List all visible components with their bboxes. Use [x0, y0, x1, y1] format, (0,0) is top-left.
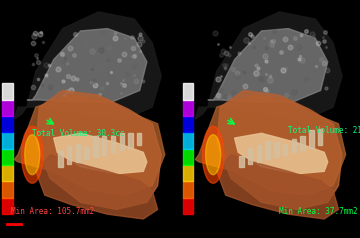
Bar	[183, 149, 193, 165]
Polygon shape	[14, 12, 161, 119]
Bar	[2, 198, 13, 214]
Bar	[274, 142, 279, 157]
Bar	[102, 136, 107, 155]
Bar	[85, 147, 89, 159]
Bar	[58, 151, 63, 167]
Bar	[2, 181, 13, 198]
Bar	[2, 165, 13, 181]
Polygon shape	[217, 90, 342, 209]
Polygon shape	[235, 133, 328, 174]
Bar	[111, 136, 115, 152]
Text: Total Volume: 21.1cc: Total Volume: 21.1cc	[288, 126, 360, 135]
Polygon shape	[36, 90, 161, 209]
Polygon shape	[22, 126, 43, 183]
Polygon shape	[202, 126, 224, 183]
Polygon shape	[54, 133, 147, 174]
Polygon shape	[217, 155, 338, 219]
Bar	[300, 136, 305, 150]
Bar	[2, 149, 13, 165]
Polygon shape	[25, 135, 40, 175]
Bar	[183, 116, 193, 132]
Bar	[265, 141, 270, 159]
Text: Total Volume: 30.3cc: Total Volume: 30.3cc	[32, 129, 125, 138]
Bar	[93, 136, 98, 157]
Bar	[67, 146, 71, 164]
Bar	[257, 145, 261, 162]
Text: Min Area: 105.7mm2: Min Area: 105.7mm2	[11, 207, 94, 216]
Bar	[239, 156, 244, 167]
Bar	[2, 100, 13, 116]
Polygon shape	[195, 12, 342, 119]
Bar	[2, 116, 13, 132]
Bar	[248, 148, 252, 164]
Bar	[137, 133, 141, 145]
Bar	[183, 198, 193, 214]
Bar	[183, 83, 193, 100]
Text: Min Area: 37.7mm2: Min Area: 37.7mm2	[279, 207, 358, 216]
Bar	[76, 144, 80, 162]
Bar	[318, 129, 323, 145]
Polygon shape	[208, 29, 328, 102]
Bar	[2, 132, 13, 149]
Bar	[283, 144, 287, 155]
Bar	[292, 139, 296, 152]
Bar	[309, 130, 314, 148]
Bar	[183, 132, 193, 149]
Polygon shape	[14, 95, 165, 195]
Polygon shape	[206, 135, 221, 175]
Bar	[120, 133, 124, 150]
Bar	[183, 165, 193, 181]
Bar	[128, 133, 133, 148]
Bar	[183, 181, 193, 198]
Bar	[183, 100, 193, 116]
Polygon shape	[36, 155, 158, 219]
Bar	[2, 83, 13, 100]
Polygon shape	[27, 29, 147, 102]
Polygon shape	[195, 95, 346, 195]
